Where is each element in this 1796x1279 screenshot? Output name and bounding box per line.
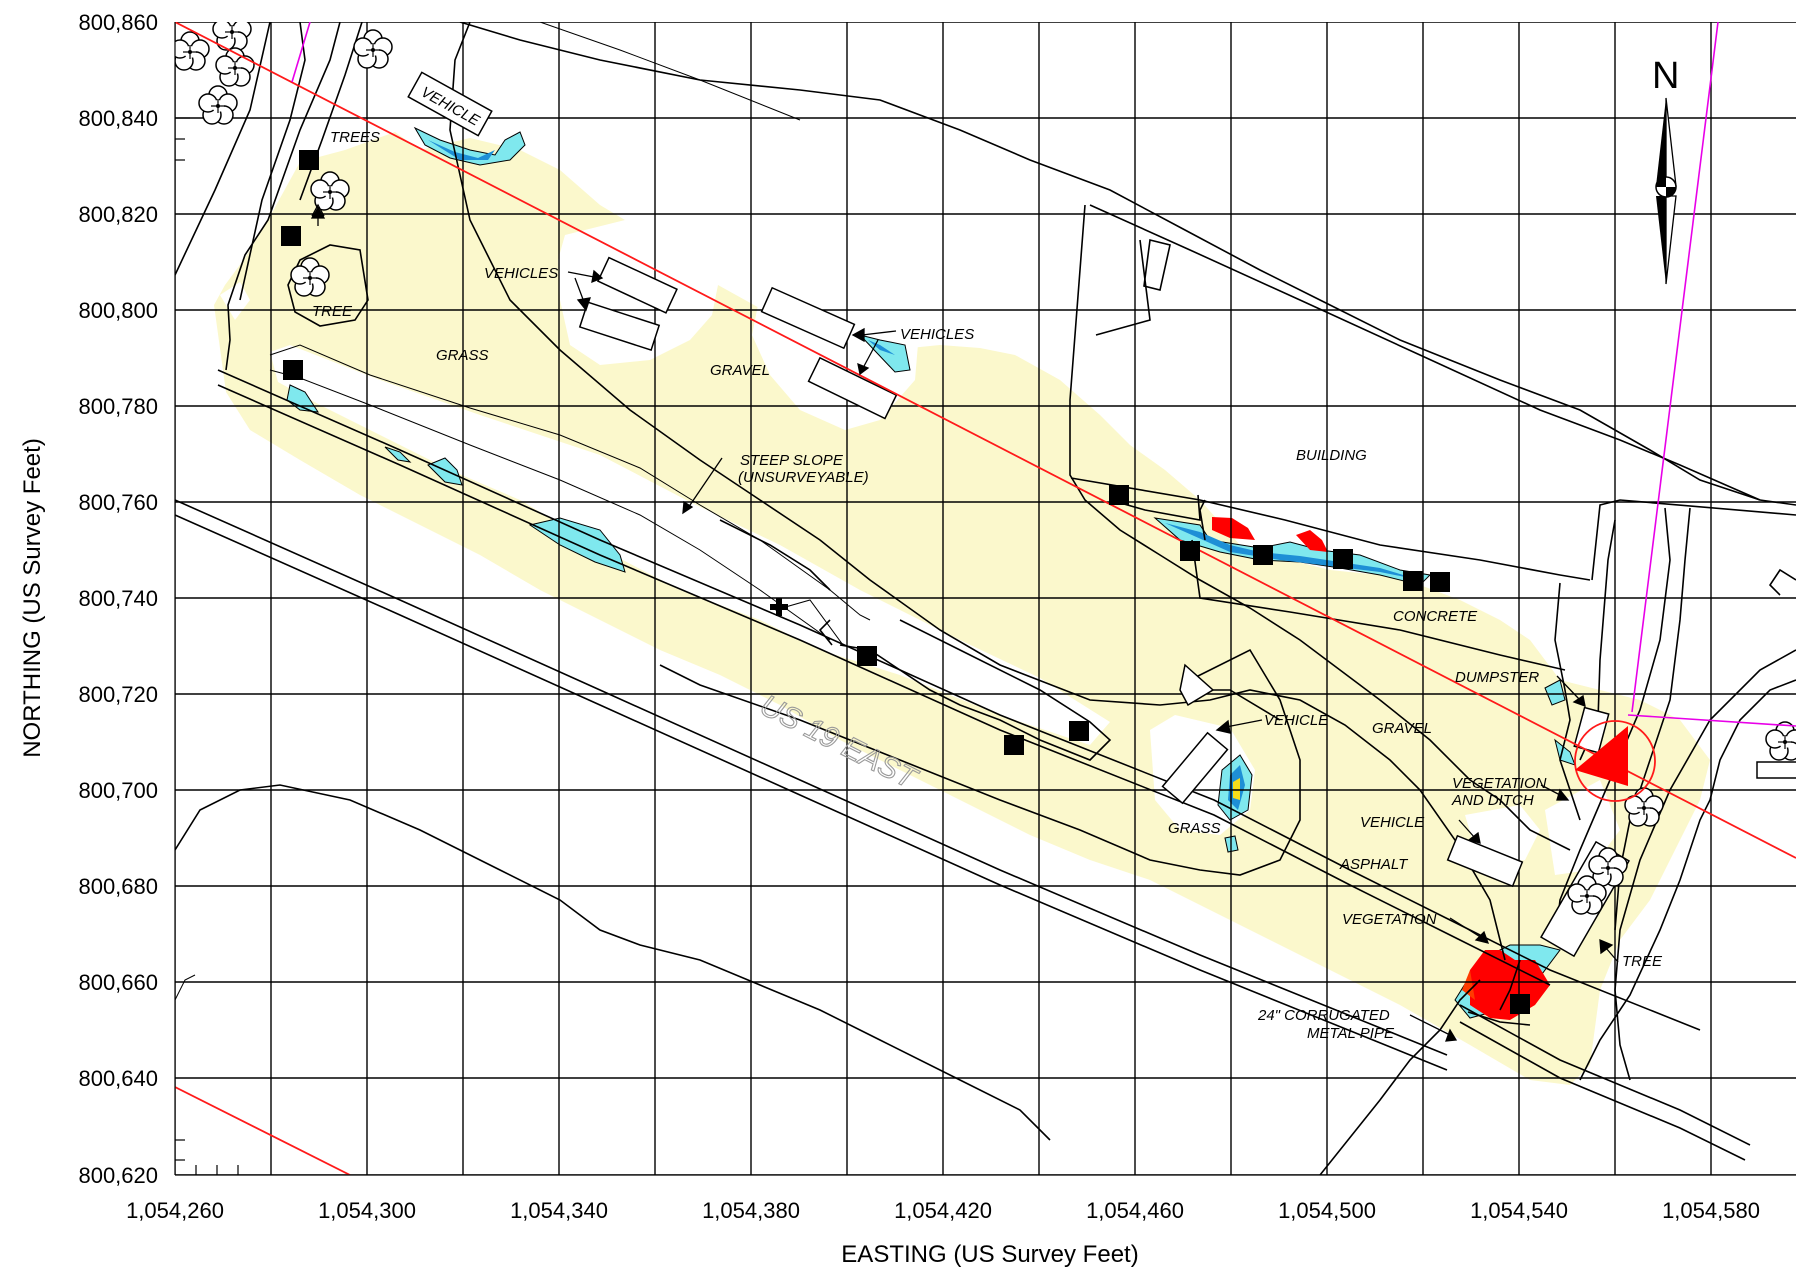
survey-area — [214, 132, 1710, 1085]
x-tick-label: 1,054,540 — [1470, 1198, 1568, 1223]
label-vehicles-2: VEHICLES — [900, 326, 974, 343]
label-grass-mid: GRASS — [1168, 820, 1221, 837]
x-tick-label: 1,054,260 — [126, 1198, 224, 1223]
label-vehicles-1: VEHICLES — [484, 265, 558, 282]
label-trees: TREES — [330, 129, 380, 146]
x-tick-label: 1,054,460 — [1086, 1198, 1184, 1223]
label-steep-1: STEEP SLOPE — [740, 452, 844, 469]
label-vegetation: VEGETATION — [1342, 911, 1437, 928]
y-tick-label: 800,700 — [78, 778, 158, 803]
label-pipe-2: METAL PIPE — [1307, 1025, 1395, 1042]
x-tick-label: 1,054,420 — [894, 1198, 992, 1223]
label-pipe-1: 24" CORRUGATED — [1257, 1007, 1390, 1024]
sample-points — [281, 150, 1530, 1014]
y-tick-label: 800,660 — [78, 970, 158, 995]
x-tick-label: 1,054,340 — [510, 1198, 608, 1223]
label-dumpster: DUMPSTER — [1455, 669, 1539, 686]
x-tick-label: 1,054,580 — [1662, 1198, 1760, 1223]
y-tick-label: 800,720 — [78, 682, 158, 707]
property-line — [175, 22, 1796, 1175]
north-arrow-letter: N — [1652, 55, 1679, 97]
y-tick-label: 800,620 — [78, 1163, 158, 1188]
label-vehicle-right: VEHICLE — [1360, 814, 1425, 831]
label-gravel-right: GRAVEL — [1372, 720, 1432, 737]
tree-ring — [287, 244, 369, 327]
magenta-boundary — [291, 22, 1796, 727]
y-tick-label: 800,740 — [78, 586, 158, 611]
axis-ticks — [174, 22, 1796, 1176]
label-veg-ditch-2: AND DITCH — [1451, 792, 1534, 809]
label-concrete: CONCRETE — [1393, 608, 1478, 625]
x-axis: 1,054,260 1,054,300 1,054,340 1,054,380 … — [126, 1198, 1760, 1268]
label-vehicle-mid: VEHICLE — [1264, 712, 1329, 729]
control-point-cross — [770, 598, 788, 616]
x-tick-label: 1,054,300 — [318, 1198, 416, 1223]
label-veg-ditch-1: VEGETATION — [1452, 775, 1547, 792]
y-tick-label: 800,780 — [78, 394, 158, 419]
y-tick-label: 800,860 — [78, 10, 158, 35]
label-tree-right: TREE — [1622, 953, 1663, 970]
label-steep-2: (UNSURVEYABLE) — [738, 469, 869, 486]
y-tick-label: 800,820 — [78, 202, 158, 227]
y-tick-label: 800,680 — [78, 874, 158, 899]
label-grass-left: GRASS — [436, 347, 489, 364]
y-tick-label: 800,760 — [78, 490, 158, 515]
y-tick-label: 800,840 — [78, 106, 158, 131]
x-tick-label: 1,054,380 — [702, 1198, 800, 1223]
label-tree-left: TREE — [312, 303, 353, 320]
label-gravel-mid: GRAVEL — [710, 362, 770, 379]
label-building: BUILDING — [1296, 447, 1367, 464]
y-axis-title: NORTHING (US Survey Feet) — [19, 438, 46, 758]
site-location-marker — [1574, 720, 1656, 802]
label-asphalt: ASPHALT — [1339, 856, 1409, 873]
x-tick-label: 1,054,500 — [1278, 1198, 1376, 1223]
x-axis-title: EASTING (US Survey Feet) — [841, 1241, 1138, 1268]
north-arrow: N — [1652, 55, 1679, 285]
y-tick-label: 800,800 — [78, 298, 158, 323]
y-axis: 800,860 800,840 800,820 800,800 800,780 … — [19, 10, 158, 1188]
leader-arrows — [310, 203, 1619, 1042]
y-tick-label: 800,640 — [78, 1066, 158, 1091]
